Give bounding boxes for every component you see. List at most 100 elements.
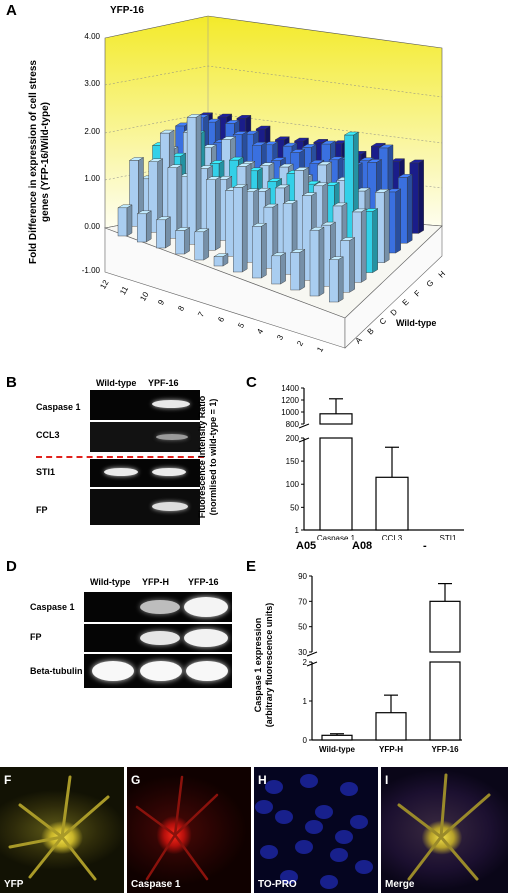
bar-A-9 <box>174 227 191 255</box>
panel-c-xtick: CCL3 <box>382 534 403 540</box>
panel-c-ylabel-line1: Fluorescence Intensity Ratio <box>197 395 207 519</box>
micrograph-merge-caption: Merge <box>385 879 415 890</box>
bar-B-1 <box>339 237 356 293</box>
panel-d-row-caspase1: Caspase 1 <box>30 602 75 612</box>
micrograph-merge-letter: I <box>385 773 389 787</box>
bar-F-1 <box>385 188 402 254</box>
panel-e-ytick: 0 <box>303 736 308 745</box>
panel-c-ytick: 1400 <box>281 384 299 393</box>
panel-b-row-sti1: STI1 <box>36 467 56 477</box>
panel-b-header-wildtype: Wild-type <box>96 378 137 388</box>
panel-e-ytick: 1 <box>303 697 308 706</box>
panel-e-xtick: YFP-16 <box>431 745 459 754</box>
panel-b-row-ccl3: CCL3 <box>36 430 60 440</box>
panel-d-row-beta-tubulin: Beta-tubulin <box>30 666 83 676</box>
bar-A-4 <box>270 252 287 285</box>
panel-c-bar-Caspase 1 <box>319 398 353 531</box>
panel-a-y-axis-label: Fold Difference in expression of cell st… <box>28 42 52 282</box>
panel-e-ylabel-line2: (arbitrary fluorescence units) <box>264 602 274 728</box>
panel-c-sublabel-dash: - <box>423 540 427 552</box>
panel-a-ytick: -1.00 <box>81 266 100 275</box>
bar-A-12 <box>117 204 133 237</box>
panel-c-ylabel-line2: (normlised to wild-type = 1) <box>208 398 218 516</box>
panel-e-letter: E <box>246 558 257 575</box>
panel-a-letter: A <box>6 2 17 19</box>
panel-e-y-axis-label: Caspase 1 expression (arbitrary fluoresc… <box>253 585 275 745</box>
panel-c-sublabel-a05: A05 <box>296 540 317 552</box>
panel-c-ytick: 150 <box>286 457 300 466</box>
bar-B-5 <box>263 203 279 269</box>
micrograph-yfp-letter: F <box>4 773 12 787</box>
gel-d-caspase1 <box>84 592 232 622</box>
micrograph-caspase1: G Caspase 1 <box>127 767 251 893</box>
panel-c-bar-CCL3 <box>375 446 409 531</box>
micrograph-topro-letter: H <box>258 773 267 787</box>
panel-a-ylabel-line2: genes (YFP-16/Wild-type) <box>40 102 51 222</box>
panel-c-ytick: 50 <box>290 503 299 512</box>
panel-e-xtick: Wild-type <box>319 745 355 754</box>
panel-c-ytick: 100 <box>286 480 300 489</box>
panel-a-depth-axis-label: Wild-type <box>396 318 437 328</box>
panel-c-ytick: 200 <box>286 434 300 443</box>
panel-c-xtick: STI1 <box>440 534 457 540</box>
panel-c-xtick: Caspase 1 <box>317 534 356 540</box>
gel-d-fp <box>84 624 232 652</box>
panel-d-header-wildtype: Wild-type <box>90 577 131 587</box>
panel-a-ytick: 3.00 <box>84 79 100 88</box>
bar-D-1 <box>362 208 379 273</box>
panel-d-header-yfph: YFP-H <box>142 577 169 587</box>
bar-A-11 <box>136 210 152 243</box>
panel-c-y-axis-label: Fluorescence Intensity Ratio (normlised … <box>197 382 219 532</box>
panel-b-header-ypf16: YPF-16 <box>148 378 179 388</box>
panel-d-header-yfp16: YFP-16 <box>188 577 219 587</box>
panel-b-row-caspase1: Caspase 1 <box>36 402 81 412</box>
panel-c-ytick: 1200 <box>281 396 299 405</box>
panel-e-bar-YFP-H <box>375 694 407 741</box>
gel-b-sti1 <box>90 459 200 487</box>
red-dashed-divider <box>36 456 204 458</box>
panel-e-ylabel-line1: Caspase 1 expression <box>253 617 263 713</box>
panel-c-bar-chart: 1400 1200 1000 800 200 150 100 50 1 Caspase 1 CCL3… <box>281 384 464 540</box>
panel-e-ytick: 70 <box>298 597 307 606</box>
micrograph-yfp-caption: YFP <box>4 879 24 890</box>
panel-e-ytick: 2 <box>303 658 308 667</box>
micrograph-topro-caption: TO-PRO <box>258 879 297 890</box>
bar-A-3 <box>290 249 306 291</box>
panel-e-bar-Wild-type <box>321 733 353 741</box>
bar-A-2 <box>309 226 325 297</box>
panel-a-3d-bar-chart <box>103 15 443 349</box>
panel-b-row-fp: FP <box>36 505 48 515</box>
bar-A-8 <box>194 228 210 261</box>
panel-c-ytick: 1 <box>295 526 300 535</box>
panel-d-row-fp: FP <box>30 632 42 642</box>
gel-d-beta-tubulin <box>84 654 232 688</box>
bar-A-5 <box>251 222 268 279</box>
panel-c-ytick: 1000 <box>281 408 299 417</box>
panel-a-ytick: 1.00 <box>84 174 100 183</box>
micrograph-yfp: F YFP <box>0 767 124 893</box>
panel-d-letter: D <box>6 558 17 575</box>
panel-e-bar-YFP-16 <box>429 582 461 741</box>
micrograph-caspase1-letter: G <box>131 773 141 787</box>
panel-e-ytick: 50 <box>298 623 307 632</box>
panel-e-xtick: YFP-H <box>379 745 403 754</box>
panel-e-ytick: 90 <box>298 572 307 581</box>
micrograph-topro: H TO-PRO <box>254 767 378 893</box>
panel-a-ylabel-line1: Fold Difference in expression of cell st… <box>28 60 39 264</box>
micrograph-merge: I Merge <box>381 767 508 893</box>
panel-a-ytick: 2.00 <box>84 127 100 136</box>
bar-A-10 <box>155 216 172 249</box>
bar-B-8 <box>205 176 222 251</box>
panel-c-sublabel-a08: A08 <box>352 540 373 552</box>
gel-b-ccl3 <box>90 422 200 452</box>
gel-b-fp <box>90 489 200 525</box>
panel-e-bar-chart: 90 70 50 302 1 0 Wild-type YFP-H YFP-16 <box>298 572 462 754</box>
panel-c-letter: C <box>246 374 257 391</box>
panel-a-ytick: 4.00 <box>84 32 100 41</box>
bar-A-6 <box>232 184 248 273</box>
panel-a-chart-title: YFP-16 <box>110 5 144 16</box>
micrograph-caspase1-caption: Caspase 1 <box>131 879 181 890</box>
bar-A-1 <box>328 256 344 303</box>
panel-e-ytick: 30 <box>298 648 307 657</box>
bar-B-9 <box>186 113 202 245</box>
